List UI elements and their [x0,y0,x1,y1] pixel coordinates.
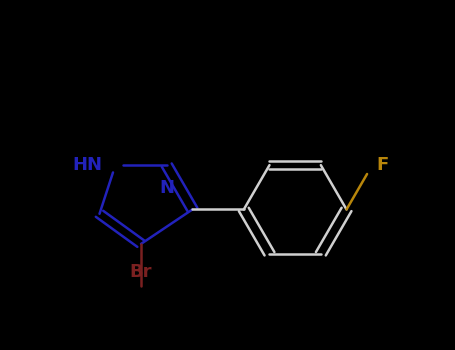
Text: Br: Br [130,263,152,281]
Text: F: F [377,156,389,174]
Text: N: N [159,179,174,197]
Text: HN: HN [72,156,102,174]
